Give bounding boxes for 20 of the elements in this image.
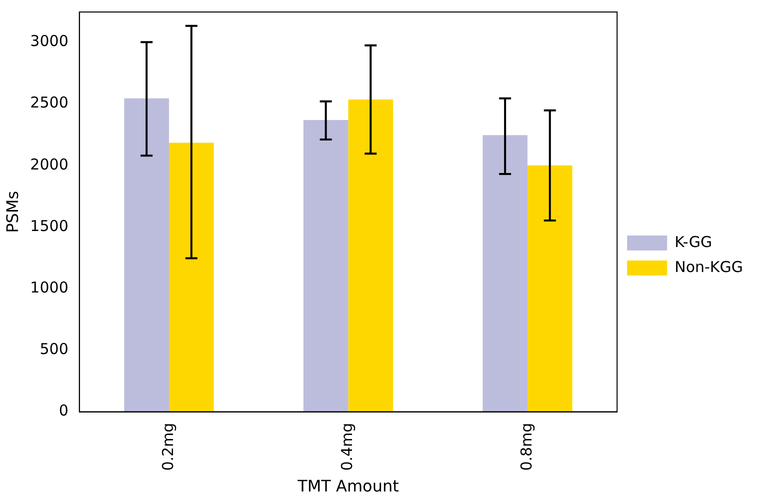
y-tick-label: 2000 [30, 155, 68, 174]
y-tick-label: 2500 [30, 94, 68, 112]
bar [348, 99, 394, 412]
y-tick-label: 0 [58, 402, 68, 420]
y-tick-label: 3000 [30, 32, 68, 50]
x-tick-label: 0.4mg [338, 422, 356, 471]
bar [303, 120, 348, 412]
bar [527, 165, 572, 412]
y-axis-title: PSMs [2, 190, 22, 233]
bar [168, 142, 214, 412]
y-tick-label: 500 [40, 340, 68, 358]
legend-label: K-GG [674, 232, 712, 251]
bar [482, 135, 528, 412]
x-tick-label: 0.2mg [158, 422, 177, 471]
legend-label: Non-KGG [674, 258, 744, 276]
bar [124, 98, 169, 412]
y-tick-label: 1500 [30, 216, 68, 235]
y-tick-label: 1000 [30, 278, 68, 296]
x-tick-label: 0.8mg [517, 422, 536, 471]
x-axis-title: TMT Amount [296, 476, 399, 496]
